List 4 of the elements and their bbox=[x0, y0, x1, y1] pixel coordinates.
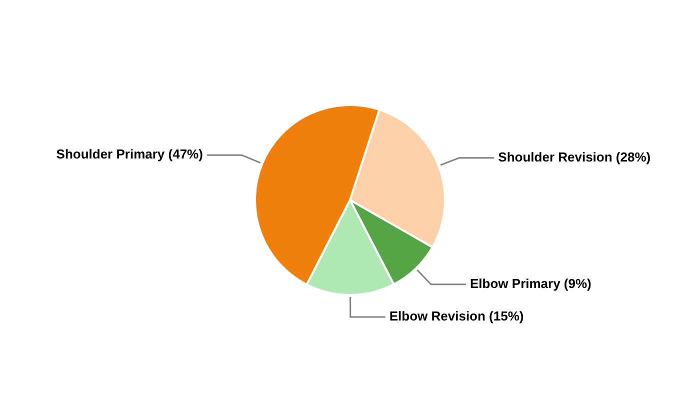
slice-label: Elbow Primary (9%) bbox=[470, 276, 592, 291]
slice-label: Shoulder Primary (47%) bbox=[56, 146, 203, 162]
slice-label: Elbow Revision (15%) bbox=[389, 308, 524, 324]
slice-label: Shoulder Revision (28%) bbox=[498, 149, 651, 164]
